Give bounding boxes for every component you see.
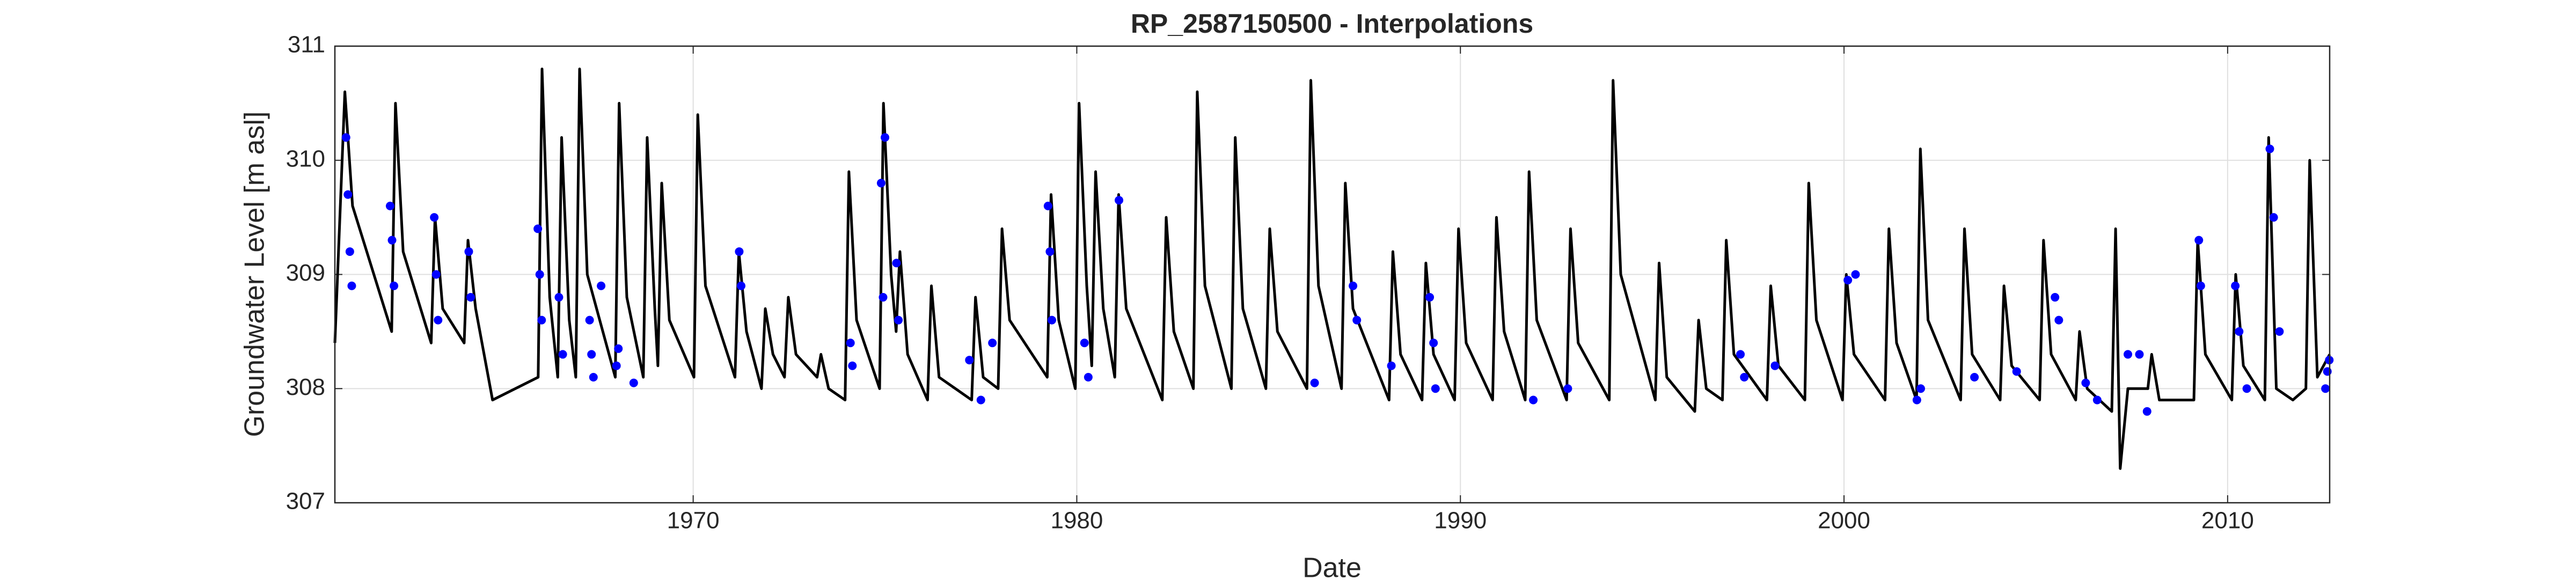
interpolated-point — [597, 281, 606, 290]
x-tick-label: 1970 — [667, 508, 720, 534]
interpolated-point — [1043, 201, 1052, 210]
y-tick-label: 311 — [288, 32, 325, 58]
interpolated-point — [2265, 144, 2274, 153]
interpolated-point — [846, 339, 855, 348]
interpolated-point — [1851, 270, 1860, 279]
interpolated-point — [1080, 339, 1089, 348]
plot-frame — [334, 45, 2331, 504]
interpolated-point — [2124, 350, 2133, 359]
interpolated-point — [1045, 247, 1055, 256]
interpolated-point — [1352, 315, 1362, 325]
interpolated-point — [629, 378, 638, 387]
interpolated-point — [434, 315, 443, 325]
interpolated-point — [537, 315, 546, 325]
interpolated-point — [554, 293, 564, 302]
interpolated-point — [347, 281, 356, 290]
interpolated-point — [1736, 350, 1745, 359]
interpolated-point — [2135, 350, 2144, 359]
interpolated-point — [612, 361, 621, 370]
x-tick-label: 2010 — [2201, 508, 2254, 534]
interpolated-point — [533, 224, 543, 233]
interpolated-point — [1563, 384, 1572, 393]
y-tick-label: 310 — [286, 145, 325, 172]
interpolated-point — [2242, 384, 2251, 393]
plot-area: 307 308 309 310 311 1970 1980 1990 2000 2010 — [286, 32, 2334, 534]
interpolated-point — [848, 361, 857, 370]
x-tick-label: 1980 — [1050, 508, 1103, 534]
interpolated-point — [988, 339, 997, 348]
interpolated-point — [614, 344, 623, 353]
interpolated-point — [464, 247, 473, 256]
x-tick-label: 2000 — [1818, 508, 1870, 534]
interpolated-point — [1115, 196, 1124, 205]
interpolated-point — [1310, 378, 1319, 387]
interpolated-point — [1047, 315, 1056, 325]
interpolated-point — [385, 201, 394, 210]
interpolated-point — [2269, 213, 2278, 222]
interpolated-point — [1431, 384, 1440, 393]
interpolated-point — [387, 236, 397, 245]
interpolated-point — [2194, 236, 2204, 245]
chart-title: RP_2587150500 - Interpolations — [1131, 9, 1533, 39]
y-tick-label: 309 — [286, 260, 325, 286]
interpolated-point — [343, 190, 353, 199]
interpolated-point — [965, 356, 974, 365]
interpolated-point — [466, 293, 475, 302]
interpolated-point — [892, 259, 901, 268]
interpolated-point — [535, 270, 544, 279]
interpolated-point — [431, 270, 441, 279]
data-line — [333, 68, 2331, 470]
interpolated-point — [2196, 281, 2205, 290]
interpolated-point — [736, 281, 745, 290]
interpolated-point — [1084, 372, 1093, 381]
interpolated-point — [976, 395, 985, 405]
interpolated-point — [1529, 395, 1538, 405]
interpolated-point — [585, 315, 594, 325]
interpolated-point — [341, 133, 350, 142]
interpolated-point — [345, 247, 354, 256]
interpolated-point — [1349, 281, 1358, 290]
interpolated-point — [876, 179, 885, 188]
interpolated-point — [2321, 384, 2330, 393]
interpolated-point — [1843, 276, 1853, 285]
interpolated-point — [2275, 327, 2284, 336]
interpolated-point — [1970, 372, 1979, 381]
interpolated-point — [2081, 378, 2090, 387]
interpolated-point — [881, 133, 890, 142]
interpolated-point — [2231, 281, 2240, 290]
interpolated-point — [2323, 367, 2332, 376]
interpolated-point — [879, 293, 888, 302]
interpolated-point — [1770, 361, 1780, 370]
interpolated-point — [894, 315, 903, 325]
interpolated-point — [430, 213, 439, 222]
x-axis-label: Date — [1302, 553, 1362, 584]
interpolated-point — [589, 372, 598, 381]
interpolated-point — [735, 247, 744, 256]
interpolated-point — [2012, 367, 2021, 376]
interpolated-point — [2142, 407, 2151, 416]
interpolated-point — [1912, 395, 1921, 405]
y-axis-label: Groundwater Level [m asl] — [239, 112, 270, 437]
interpolated-point — [390, 281, 399, 290]
interpolated-point — [1740, 372, 1749, 381]
interpolated-point — [2054, 315, 2063, 325]
interpolated-point — [1916, 384, 1926, 393]
interpolated-point — [587, 350, 596, 359]
y-tick-label: 307 — [286, 488, 325, 515]
interpolated-point — [1387, 361, 1396, 370]
interpolated-point — [2235, 327, 2244, 336]
interpolated-point — [558, 350, 567, 359]
interpolated-point — [2051, 293, 2060, 302]
y-tick-label: 308 — [286, 374, 325, 400]
interpolated-point — [1425, 293, 1435, 302]
x-tick-label: 1990 — [1434, 508, 1487, 534]
interpolated-point — [1429, 339, 1438, 348]
interpolated-point — [2092, 395, 2102, 405]
